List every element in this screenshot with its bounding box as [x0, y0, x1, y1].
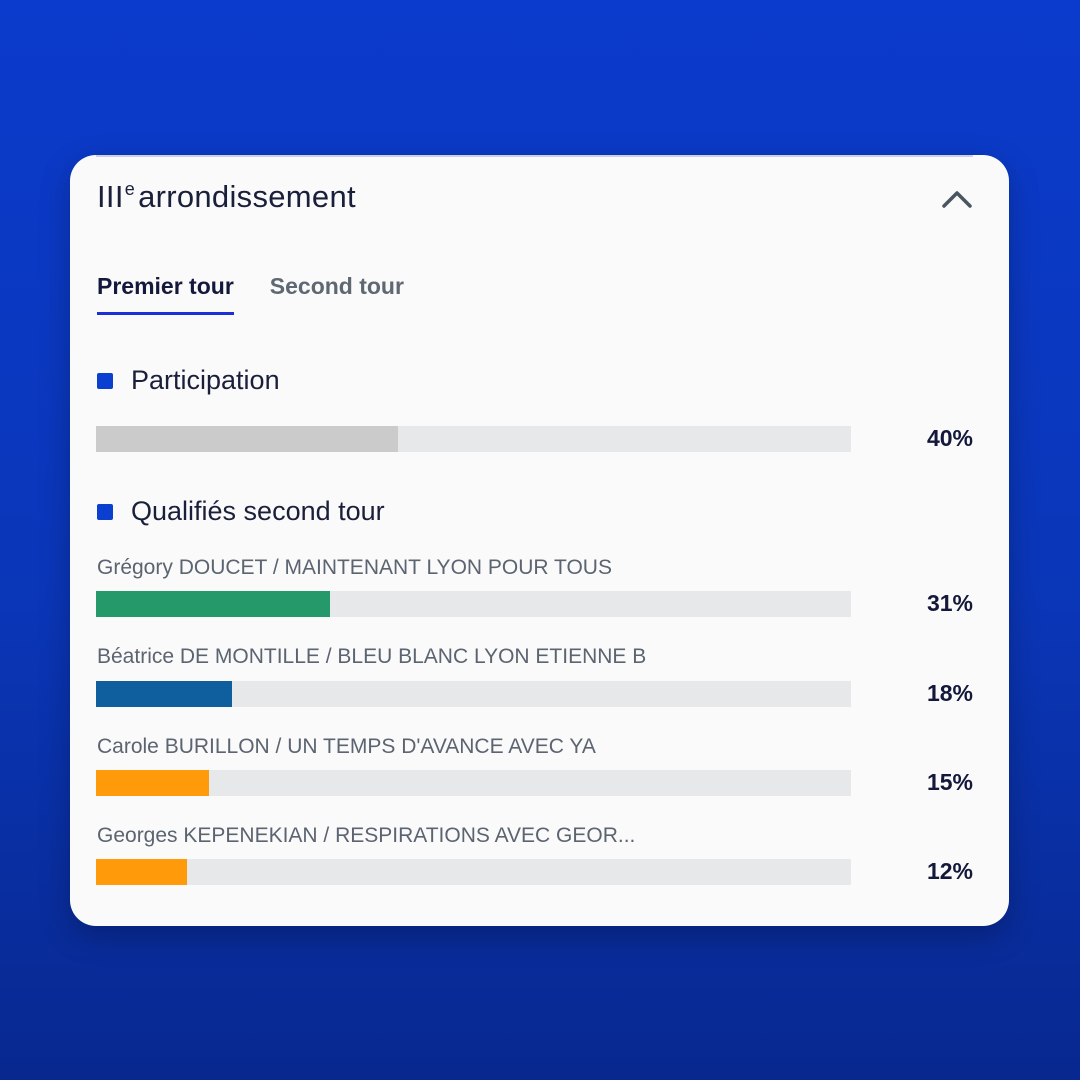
tab-second-tour[interactable]: Second tour	[269, 273, 404, 299]
qualified-label: Qualifiés second tour	[131, 496, 385, 526]
candidate-percent: 31%	[926, 590, 973, 616]
candidate-label: Carole BURILLON / UN TEMPS D'AVANCE AVEC…	[97, 735, 596, 758]
candidate-percent: 12%	[926, 858, 973, 884]
chevron-up-icon	[942, 191, 972, 208]
divider	[96, 155, 973, 157]
candidate-bar-fill	[96, 681, 232, 707]
results-panel: IIIearrondissement Premier tour Second t…	[70, 155, 1009, 926]
title-text: arrondissement	[138, 179, 356, 214]
candidate-bar-fill	[96, 591, 331, 617]
candidate-label: Georges KEPENEKIAN / RESPIRATIONS AVEC G…	[97, 824, 636, 847]
title-numeral: III	[97, 179, 124, 214]
candidate-bar	[96, 859, 851, 885]
participation-percent: 40%	[926, 425, 973, 451]
candidate-bar	[96, 681, 851, 707]
collapse-button[interactable]	[937, 183, 977, 215]
participation-bar-fill	[96, 426, 398, 452]
round-tabs: Premier tour Second tour	[97, 273, 404, 315]
candidate-percent: 15%	[926, 769, 973, 795]
qualified-heading: Qualifiés second tour	[97, 496, 385, 527]
legend-square-icon	[97, 372, 113, 389]
candidate-bar	[96, 591, 851, 617]
candidate-percent: 18%	[926, 680, 973, 706]
candidate-bar-fill	[96, 770, 210, 796]
candidate-bar-fill	[96, 859, 187, 885]
title-superscript: e	[124, 179, 136, 199]
participation-heading: Participation	[97, 365, 280, 396]
tab-premier-tour[interactable]: Premier tour	[97, 273, 234, 315]
candidate-label: Grégory DOUCET / MAINTENANT LYON POUR TO…	[97, 556, 612, 579]
legend-square-icon	[97, 503, 113, 520]
candidate-bar	[96, 770, 851, 796]
participation-label: Participation	[131, 365, 280, 395]
participation-bar	[96, 426, 851, 452]
candidate-label: Béatrice DE MONTILLE / BLEU BLANC LYON E…	[97, 645, 647, 668]
panel-title: IIIearrondissement	[97, 179, 356, 215]
